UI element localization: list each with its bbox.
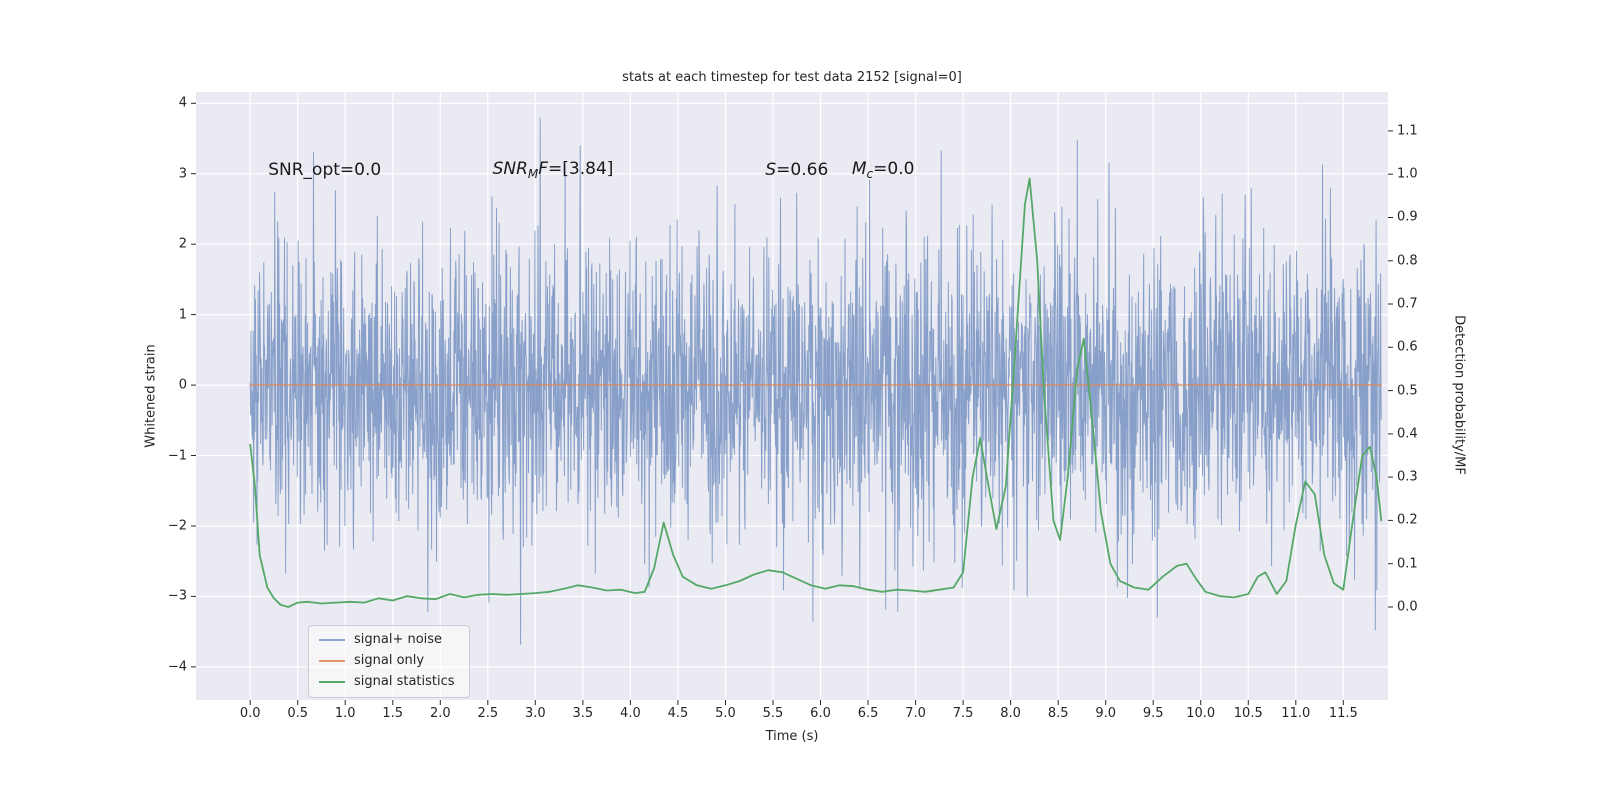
annotation-text: S xyxy=(765,160,777,181)
y-tick-label-left: 2 xyxy=(178,236,187,252)
x-tick-label: 11.5 xyxy=(1328,706,1358,721)
chart-title: stats at each timestep for test data 215… xyxy=(622,70,962,85)
x-tick-label: 7.0 xyxy=(905,706,926,721)
y-tick-label-left: 4 xyxy=(178,95,187,111)
annotation: SNR_opt=0.0 xyxy=(268,160,381,180)
x-tick-label: 6.0 xyxy=(810,706,831,721)
x-tick-label: 10.0 xyxy=(1186,706,1216,721)
legend-item: signal+ noise xyxy=(319,632,455,648)
series-signal-noise xyxy=(249,117,1382,645)
y-tick-label-left: 1 xyxy=(178,307,187,323)
x-tick-label: 4.5 xyxy=(667,706,689,721)
y-tick-label-left: −2 xyxy=(167,518,187,534)
y-tick-label-right: 1.0 xyxy=(1397,166,1418,182)
x-tick-label: 1.0 xyxy=(334,706,356,721)
legend-item: signal statistics xyxy=(319,674,455,690)
y-tick-label-right: 0.3 xyxy=(1397,469,1418,485)
y-tick-label-left: 3 xyxy=(178,166,187,182)
x-tick-label: 6.5 xyxy=(857,706,879,721)
x-tick-label: 4.0 xyxy=(620,706,641,721)
x-tick-label: 9.5 xyxy=(1142,706,1164,721)
legend-label: signal statistics xyxy=(354,674,455,689)
annotation-text: SNR_opt=0.0 xyxy=(268,160,382,181)
y-tick-label-left: −3 xyxy=(167,588,187,604)
x-tick-label: 9.0 xyxy=(1095,706,1117,721)
y-tick-label-right: 0.2 xyxy=(1397,512,1418,528)
series-signal-statistics xyxy=(249,177,1383,608)
legend-label: signal+ noise xyxy=(354,632,443,647)
y-tick-label-right: 0.0 xyxy=(1397,599,1418,615)
x-tick-label: 11.0 xyxy=(1281,706,1311,721)
annotation-text: M xyxy=(851,159,867,180)
legend-line-swatch xyxy=(319,681,345,683)
y-tick-label-left: −4 xyxy=(167,659,187,675)
y-axis-label-left: Whitened strain xyxy=(143,344,159,448)
y-tick-label-right: 0.5 xyxy=(1397,383,1418,399)
x-tick-label: 10.5 xyxy=(1233,706,1263,721)
annotation-text: c xyxy=(866,167,874,182)
annotation-text: =[3.84] xyxy=(548,159,614,180)
y-tick-label-right: 0.9 xyxy=(1397,209,1418,225)
y-tick-label-right: 0.8 xyxy=(1397,253,1418,269)
legend-label: signal only xyxy=(354,653,425,668)
y-axis-label-right: Detection probability/MF xyxy=(1451,315,1467,475)
x-tick-label: 2.5 xyxy=(477,706,499,721)
x-tick-label: 5.0 xyxy=(715,706,736,721)
x-tick-label: 8.0 xyxy=(1000,706,1021,721)
x-tick-label: 1.5 xyxy=(382,706,404,721)
x-tick-label: 5.5 xyxy=(762,706,784,721)
annotation-text: SNR xyxy=(492,159,528,180)
legend-line-swatch xyxy=(319,639,345,641)
annotation: S=0.66 xyxy=(765,160,828,180)
y-tick-label-right: 0.4 xyxy=(1397,426,1418,442)
y-tick-label-left: −1 xyxy=(167,448,187,464)
y-tick-label-right: 0.7 xyxy=(1397,296,1418,312)
annotation-text: =0.0 xyxy=(873,159,915,180)
annotation: Mc=0.0 xyxy=(852,159,915,181)
y-tick-label-right: 0.1 xyxy=(1397,556,1418,572)
x-tick-label: 0.0 xyxy=(239,706,261,721)
x-tick-label: 3.0 xyxy=(525,706,546,721)
annotation-text: =0.66 xyxy=(776,160,829,181)
legend: signal+ noise signal only signal statistic… xyxy=(308,625,470,698)
x-tick-label: 0.5 xyxy=(287,706,309,721)
x-tick-label: 3.5 xyxy=(572,706,594,721)
x-tick-label: 8.5 xyxy=(1047,706,1069,721)
x-tick-label: 7.5 xyxy=(952,706,974,721)
annotation-text: M xyxy=(527,167,539,182)
y-tick-label-right: 1.1 xyxy=(1397,123,1418,139)
x-axis-label: Time (s) xyxy=(765,729,819,744)
annotation: SNRMF=[3.84] xyxy=(493,159,614,181)
y-tick-label-left: 0 xyxy=(178,377,187,393)
annotation-text: F xyxy=(538,159,549,180)
y-tick-label-right: 0.6 xyxy=(1397,339,1418,355)
legend-item: signal only xyxy=(319,653,455,669)
x-tick-label: 2.0 xyxy=(429,706,451,721)
legend-line-swatch xyxy=(319,660,345,662)
